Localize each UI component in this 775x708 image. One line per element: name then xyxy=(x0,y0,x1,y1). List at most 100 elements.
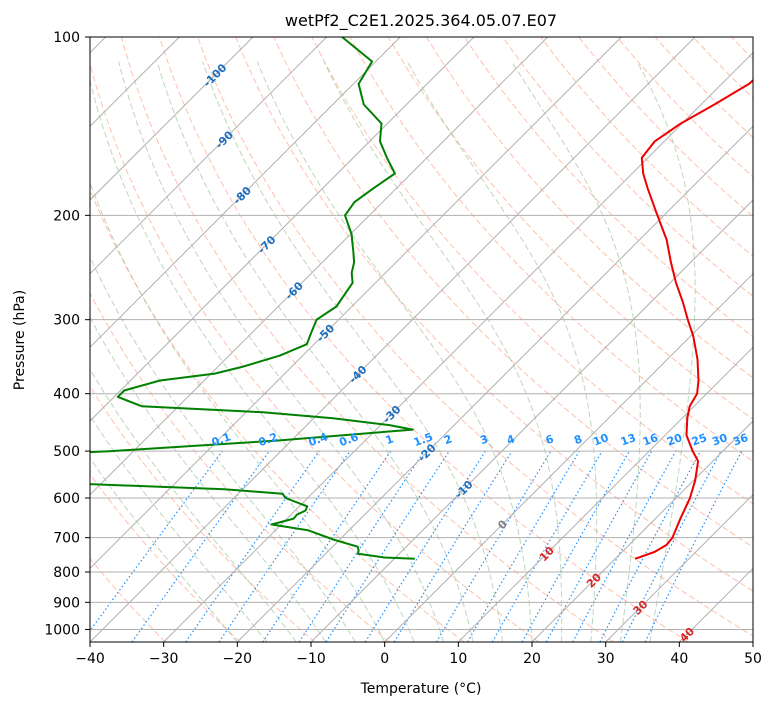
y-tick-label: 600 xyxy=(53,491,80,507)
mixing-ratio-label: 1 xyxy=(384,432,396,447)
mixing-ratio-line xyxy=(90,450,223,632)
dry-adiabat xyxy=(311,37,753,505)
moist-adiabat xyxy=(90,368,297,642)
mixing-ratio-line xyxy=(131,450,270,642)
isotherm-gridline xyxy=(531,420,753,642)
y-tick-label: 200 xyxy=(53,208,80,224)
mixing-ratio-label: 30 xyxy=(710,431,729,449)
isotherm-label: -30 xyxy=(380,403,403,426)
y-tick-label: 400 xyxy=(53,387,80,403)
isotherm-gridline xyxy=(90,37,254,201)
x-tick-label: −10 xyxy=(296,651,326,667)
dry-adiabat xyxy=(120,37,614,642)
mixing-ratio-label: 0.2 xyxy=(257,430,280,449)
x-tick-label: 20 xyxy=(523,651,541,667)
dry-adiabat xyxy=(349,37,753,462)
moist-adiabat xyxy=(323,61,563,642)
mixing-ratio-line xyxy=(393,450,513,642)
mixing-ratio-label: 25 xyxy=(690,431,709,448)
dry-adiabat xyxy=(387,37,753,420)
isoline-labels: -100-90-80-70-60-50-40-30-20-10010203040… xyxy=(201,61,751,645)
mixing-ratio-line xyxy=(435,450,552,642)
mixing-ratio-label: 13 xyxy=(619,431,638,448)
mixing-ratio-line xyxy=(466,450,580,642)
y-axis-title: Pressure (hPa) xyxy=(12,290,28,390)
isotherm-gridline xyxy=(90,37,475,422)
mixing-ratio-label: 6 xyxy=(544,432,556,447)
mixing-ratio-line xyxy=(185,450,320,642)
dry-adiabat xyxy=(90,62,540,642)
dry-adiabat xyxy=(90,473,241,642)
x-tick-label: −30 xyxy=(149,651,179,667)
axes: −40 −30 −20 −10 0 10 20 30 40 5010009008007006005… xyxy=(44,30,762,667)
mixing-ratio-label: 0.6 xyxy=(338,430,361,449)
isotherm-gridline xyxy=(163,51,753,642)
moist-adiabat xyxy=(90,255,356,642)
isotherm-gridline xyxy=(457,346,753,642)
mixing-ratio-line xyxy=(364,450,486,642)
x-tick-label: 40 xyxy=(670,651,688,667)
mixing-ratio-label: 4 xyxy=(505,432,517,447)
mixing-ratio-label: 36 xyxy=(731,431,750,449)
mixing-ratio-label: 20 xyxy=(665,431,684,449)
grid-lines xyxy=(90,37,753,642)
dry-adiabat xyxy=(197,37,753,637)
dry-adiabat xyxy=(90,292,390,642)
y-tick-label: 100 xyxy=(53,30,80,46)
mixing-ratio-label: 0.4 xyxy=(307,430,330,449)
dry-adiabat xyxy=(90,188,465,642)
dry-adiabat xyxy=(235,37,753,592)
y-tick-label: 700 xyxy=(53,531,80,547)
x-tick-label: −40 xyxy=(75,651,105,667)
background-lines xyxy=(90,37,775,642)
dry-adiabat xyxy=(770,37,775,642)
mixing-ratio-line xyxy=(599,450,702,642)
mixing-ratio-label: 2 xyxy=(442,432,454,447)
mixing-ratio-label: 10 xyxy=(591,431,610,449)
isotherm-label: -90 xyxy=(213,128,236,151)
dry-adiabat xyxy=(578,37,753,218)
mixing-ratio-label: 16 xyxy=(641,431,660,449)
y-tick-label: 300 xyxy=(53,313,80,329)
y-tick-label: 500 xyxy=(53,444,80,460)
x-tick-label: 0 xyxy=(380,651,389,667)
x-tick-label: 30 xyxy=(597,651,615,667)
moist-adiabat xyxy=(156,61,474,642)
isotherm-gridline xyxy=(90,37,549,496)
dry-adiabat xyxy=(90,385,316,642)
chart-title: wetPf2_C2E1.2025.364.05.07.E07 xyxy=(285,11,557,31)
moist-adiabat xyxy=(118,61,445,642)
x-tick-label: −20 xyxy=(223,651,253,667)
dewpoint-line xyxy=(90,37,415,560)
isotherm-gridline xyxy=(90,37,328,275)
isotherm-label: -100 xyxy=(201,61,230,90)
moist-adiabat xyxy=(406,61,598,642)
mixing-ratio-line xyxy=(262,450,392,642)
mixing-ratio-label: 1.5 xyxy=(412,430,435,449)
isotherm-gridline xyxy=(384,272,753,642)
dry-adiabat xyxy=(464,37,753,338)
mixing-ratio-line xyxy=(572,450,677,642)
moist-adiabat xyxy=(256,61,533,642)
mixing-ratio-line xyxy=(491,450,603,642)
isotherm-gridline xyxy=(605,493,753,642)
profile-series xyxy=(90,37,753,560)
temperature-line xyxy=(634,79,753,560)
isotherm-label: 0 xyxy=(495,517,510,532)
moist-adiabat xyxy=(202,61,503,642)
y-tick-label: 1000 xyxy=(44,622,80,638)
moist-adiabat xyxy=(636,61,696,642)
x-axis-title: Temperature (°C) xyxy=(360,681,482,697)
x-tick-label: 10 xyxy=(449,651,467,667)
moist-adiabat xyxy=(90,457,238,642)
mixing-ratio-line xyxy=(218,450,351,642)
mixing-ratio-line xyxy=(325,450,450,642)
x-tick-label: 50 xyxy=(744,651,762,667)
moist-adiabat xyxy=(511,61,641,642)
moist-adiabat xyxy=(90,78,415,642)
y-tick-label: 900 xyxy=(53,595,80,611)
y-tick-label: 800 xyxy=(53,565,80,581)
mixing-ratio-line xyxy=(521,450,631,642)
